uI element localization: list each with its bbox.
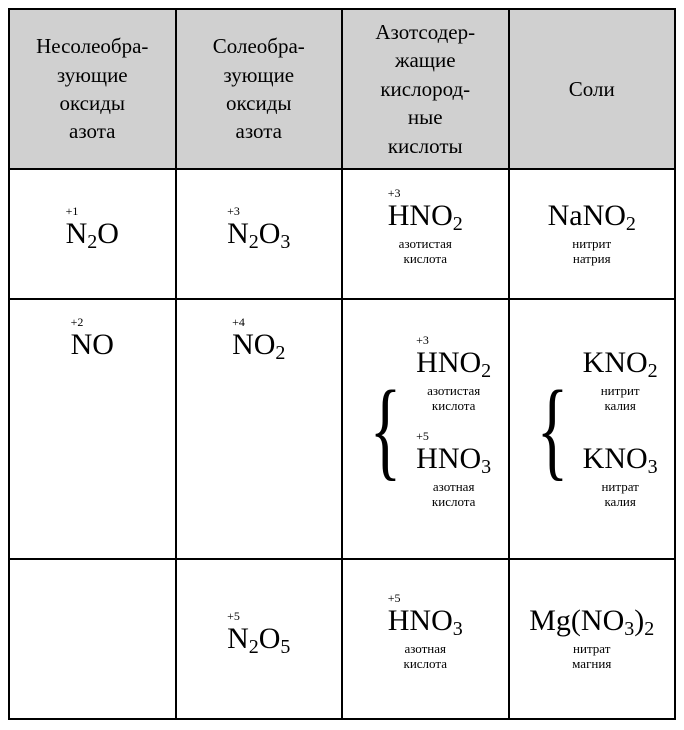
header-acids: Азотсодер-жащиекислород-ныекислоты [342,9,509,169]
compound-desc: нитраткалия [601,480,638,510]
cell-salt-oxide: +4 NO2 [176,299,343,559]
formula: KNO2 [583,346,658,379]
formula: NO2 [232,328,285,361]
compound-desc: азотнаякислота [404,642,447,672]
formula: HNO3 [416,442,491,475]
brace-icon: { [536,385,568,473]
table-row: +1 N2O +3 N2O3 +3 HNO2 [9,169,675,299]
oxidation-state: +1 [66,205,79,217]
oxidation-state: +2 [71,316,84,328]
header-nonsalt-oxides: Несолеобра-зующиеоксидыазота [9,9,176,169]
brace-icon: { [370,385,402,473]
compound-desc: нитриткалия [601,384,640,414]
compound-desc: нитритнатрия [572,237,611,267]
compound-desc: азотистаякислота [399,237,452,267]
cell-salt: Mg(NO3)2 нитратмагния [509,559,676,719]
compound-desc: азотистаякислота [427,384,480,414]
cell-acids-pair: { +3 HNO2 азотистаякислота +5 [342,299,509,559]
formula: NO [71,328,114,361]
oxidation-state: +4 [232,316,245,328]
cell-salt-oxide: +5 N2O5 [176,559,343,719]
formula: N2O5 [227,622,290,655]
compound-desc: нитратмагния [572,642,611,672]
oxidation-state: +3 [416,334,429,346]
formula: Mg(NO3)2 [529,604,654,637]
cell-salt-oxide: +3 N2O3 [176,169,343,299]
oxidation-state: +5 [227,610,240,622]
oxidation-state: +5 [416,430,429,442]
cell-nonsalt-oxide: +1 N2O [9,169,176,299]
formula: N2O3 [227,217,290,250]
table-row: +2 NO +4 NO2 { [9,299,675,559]
cell-salt: NaNO2 нитритнатрия [509,169,676,299]
oxidation-state: +5 [388,592,401,604]
cell-acid: +3 HNO2 азотистаякислота [342,169,509,299]
cell-salts-pair: { KNO2 нитриткалия KNO3 нитрат [509,299,676,559]
formula: HNO3 [388,604,463,637]
formula: HNO2 [416,346,491,379]
formula: NaNO2 [548,199,636,232]
cell-empty [9,559,176,719]
compound-desc: азотнаякислота [432,480,475,510]
header-salt-oxides: Солеобра-зующиеоксидыазота [176,9,343,169]
formula: HNO2 [388,199,463,232]
cell-nonsalt-oxide: +2 NO [9,299,176,559]
header-salts: Соли [509,9,676,169]
oxidation-state: +3 [227,205,240,217]
nitrogen-compounds-table: Несолеобра-зующиеоксидыазота Солеобра-зу… [8,8,676,720]
table-row: +5 N2O5 +5 HNO3 азотнаякислота Mg( [9,559,675,719]
formula: KNO3 [583,442,658,475]
cell-acid: +5 HNO3 азотнаякислота [342,559,509,719]
oxidation-state: +3 [388,187,401,199]
formula: N2O [66,217,119,250]
